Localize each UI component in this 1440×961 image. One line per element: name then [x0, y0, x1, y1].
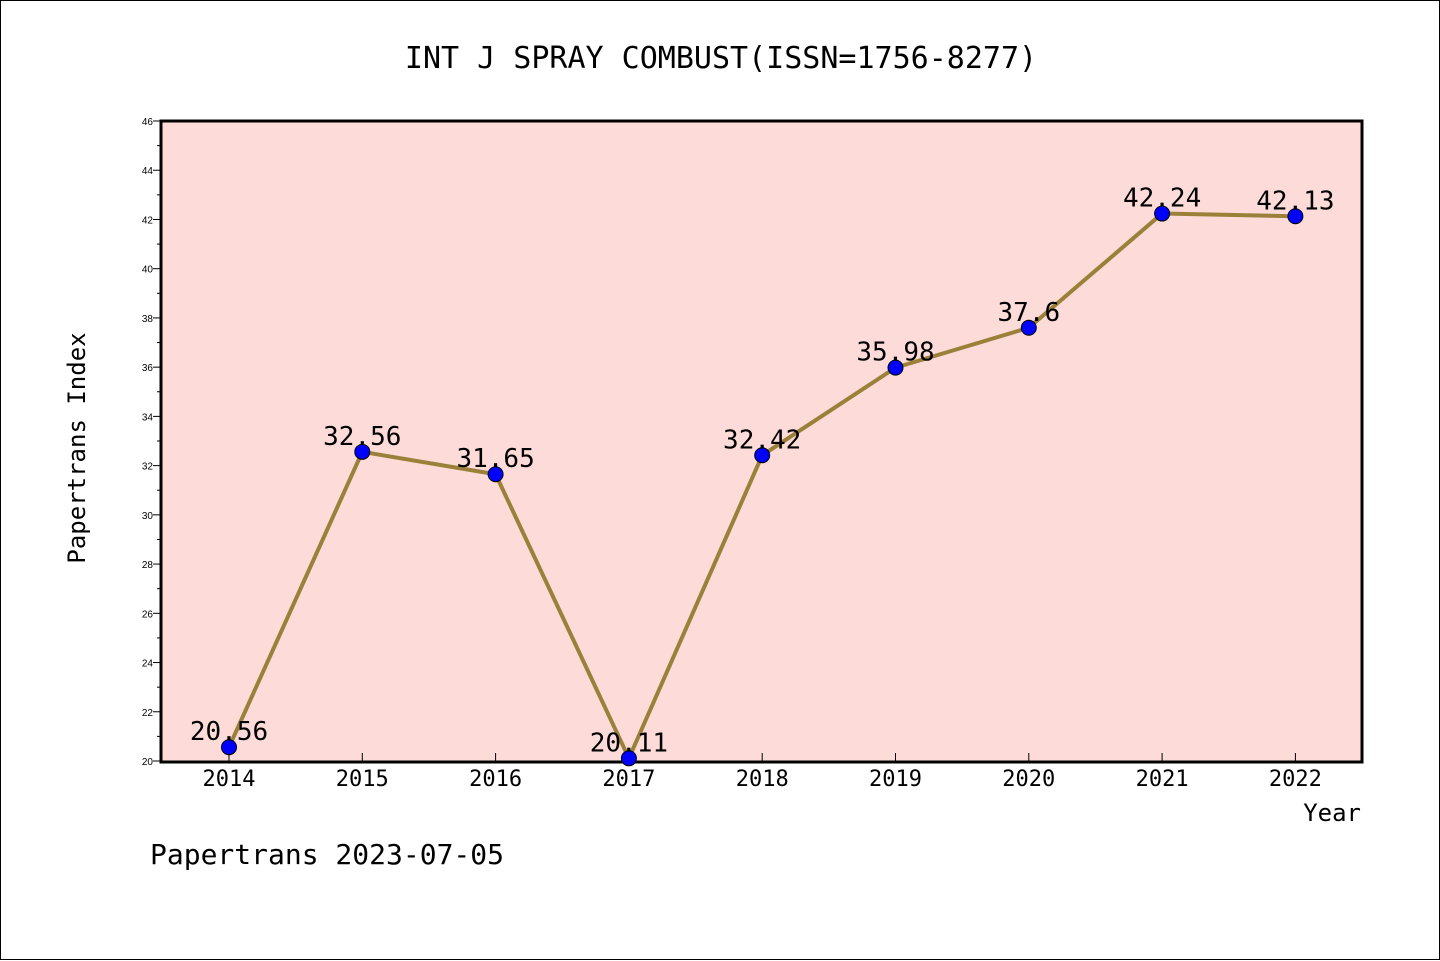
x-axis-title: Year [1303, 799, 1361, 827]
data-point-marker [487, 466, 504, 483]
y-axis-title: Papertrans Index [63, 332, 91, 563]
data-point-label: 32.56 [323, 422, 401, 452]
y-tick-label: 28 [142, 560, 154, 571]
y-tick-label: 22 [142, 708, 154, 719]
data-point-label: 20.56 [190, 717, 268, 747]
data-point-label: 31.65 [456, 444, 534, 474]
data-point-marker [620, 750, 637, 767]
x-tick-label: 2019 [869, 767, 922, 792]
plot-area [159, 119, 1364, 764]
data-point-label: 20.11 [590, 728, 668, 758]
data-point-marker [1154, 205, 1171, 222]
x-tick-label: 2015 [336, 767, 389, 792]
data-point-marker [754, 447, 771, 464]
y-tick-label: 26 [142, 609, 154, 620]
y-tick-label: 38 [142, 314, 154, 325]
y-tick-label: 44 [142, 166, 154, 177]
footer-date-text: Papertrans 2023-07-05 [150, 838, 504, 871]
data-point-marker [1020, 319, 1037, 336]
data-point-marker [887, 359, 904, 376]
y-axis: 20 22 24 26 28 30 32 34 36 38 40 42 44 46 [142, 117, 161, 768]
x-tick-label: 2016 [469, 767, 522, 792]
y-tick-label: 30 [142, 511, 154, 522]
x-tick-label: 2021 [1136, 767, 1189, 792]
data-label-group: 20.56 32.56 31.65 20.11 32.42 35.98 37.6 42.24 4… [190, 184, 1335, 759]
x-tick-label: 2020 [1002, 767, 1055, 792]
y-tick-label: 46 [142, 117, 154, 128]
data-point-label: 42.13 [1256, 186, 1334, 216]
y-tick-label: 42 [142, 215, 154, 226]
x-tick-label: 2022 [1269, 767, 1322, 792]
data-point-marker [1287, 208, 1304, 225]
x-axis: 2014 2015 2016 2017 2018 2019 2020 2021 2022 [203, 753, 1322, 792]
series-line-group [221, 205, 1304, 767]
data-point-label: 42.24 [1123, 184, 1201, 214]
y-tick-label: 20 [142, 757, 154, 768]
chart-title: INT J SPRAY COMBUST(ISSN=1756-8277) [405, 41, 1037, 76]
data-point-marker [221, 739, 237, 756]
data-point-label: 35.98 [856, 338, 934, 368]
y-tick-label: 24 [142, 659, 154, 670]
y-tick-label: 40 [142, 265, 154, 276]
y-tick-label: 36 [142, 363, 154, 374]
y-tick-label: 34 [142, 412, 154, 423]
data-point-label: 32.42 [723, 425, 801, 455]
data-point-label: 37.6 [997, 298, 1060, 328]
data-point-marker [354, 443, 371, 460]
y-tick-label: 32 [142, 462, 154, 473]
x-tick-label: 2017 [602, 767, 655, 792]
x-tick-label: 2014 [203, 767, 256, 792]
x-tick-label: 2018 [736, 767, 789, 792]
